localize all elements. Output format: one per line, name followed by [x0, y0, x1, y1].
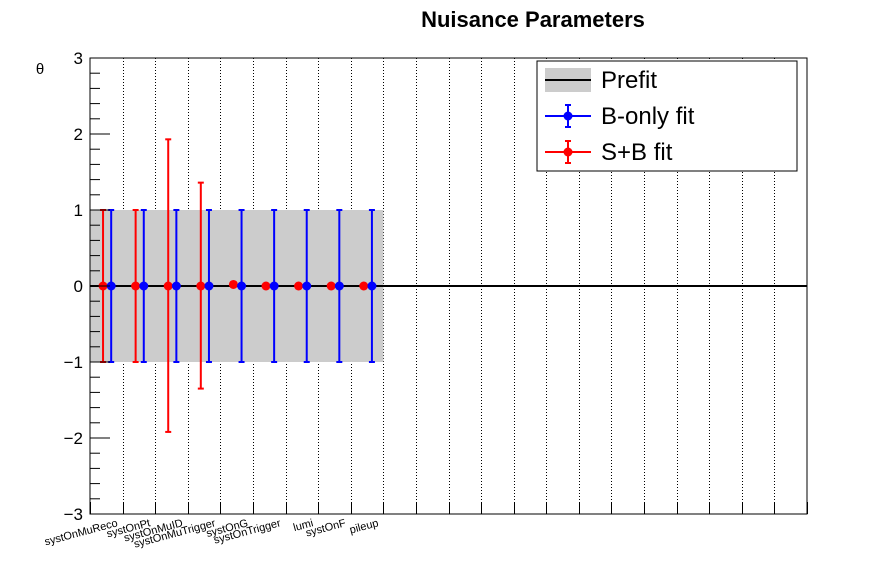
y-tick-label: 2 — [74, 125, 83, 144]
y-tick-label: 1 — [74, 201, 83, 220]
data-point — [367, 281, 377, 291]
category-label: pileup — [348, 517, 379, 536]
data-point — [302, 281, 312, 291]
legend-marker — [563, 111, 573, 121]
data-point — [326, 281, 336, 291]
y-tick-label: −3 — [64, 505, 83, 524]
series-layer — [98, 138, 377, 433]
data-point — [237, 281, 247, 291]
chart-title: Nuisance Parameters — [421, 7, 645, 32]
y-tick-label: −1 — [64, 353, 83, 372]
legend-label: B-only fit — [601, 103, 695, 130]
data-point — [261, 281, 271, 291]
data-point — [294, 281, 304, 291]
data-point — [171, 281, 181, 291]
legend-label: S+B fit — [601, 139, 673, 166]
data-point — [139, 281, 149, 291]
data-point — [196, 281, 206, 291]
x-axis: systOnMuRecosystOnPtsystOnMuIDsystOnMuTr… — [43, 502, 808, 551]
data-point — [269, 281, 279, 291]
category-label: lumi — [292, 517, 315, 534]
y-tick-label: −2 — [64, 429, 83, 448]
data-point — [228, 279, 238, 289]
legend-label: Prefit — [601, 67, 657, 94]
y-axis: −3 −2 −1 0 1 2 3 — [64, 49, 110, 524]
data-point — [334, 281, 344, 291]
legend: Prefit B-only fit S+B fit — [536, 60, 798, 172]
legend-marker — [563, 147, 573, 157]
y-axis-label: θ — [36, 61, 44, 78]
data-point — [359, 281, 369, 291]
data-point — [204, 281, 214, 291]
data-point — [163, 281, 173, 291]
y-tick-label: 0 — [74, 277, 83, 296]
data-point — [106, 281, 116, 291]
y-tick-label: 3 — [74, 49, 83, 68]
data-point — [131, 281, 141, 291]
